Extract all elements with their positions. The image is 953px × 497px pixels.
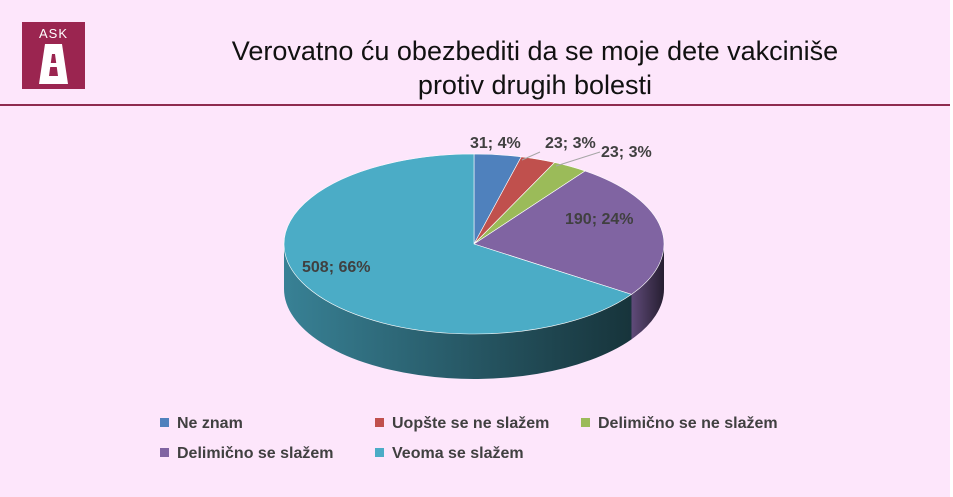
data-label-2: 23; 3% [545, 135, 596, 152]
legend-swatch [160, 448, 169, 457]
logo-a-glyph-icon [39, 44, 68, 84]
pie-side-4 [631, 244, 664, 340]
logo-text: ASK [38, 26, 68, 41]
leader-line-2 [521, 151, 541, 161]
pie-side-5 [284, 244, 632, 379]
legend-item-5: Veoma se slažem [375, 445, 524, 463]
leader-line-3 [555, 151, 601, 167]
legend-label: Ne znam [177, 415, 243, 432]
chart-title-line-2: protiv drugih bolesti [417, 70, 653, 100]
pie-slice-4 [473, 170, 665, 295]
legend-swatch [375, 418, 384, 427]
pie-slice-5 [283, 153, 633, 335]
legend-swatch [375, 448, 384, 457]
legend-label: Veoma se slažem [392, 445, 524, 462]
legend-label: Delimično se ne slažem [598, 415, 778, 432]
legend-item-4: Delimično se slažem [160, 445, 334, 463]
pie-slices [283, 153, 665, 335]
window-edge [950, 0, 953, 497]
legend-swatch [581, 418, 590, 427]
ask-logo: ASK [22, 22, 85, 89]
data-labels: 31; 4% 23; 3% 23; 3% 190; 24% 508; 66% [302, 135, 652, 276]
label-leader-lines [521, 151, 601, 167]
legend-label: Uopšte se ne slažem [392, 415, 550, 432]
data-label-3: 23; 3% [601, 144, 652, 161]
legend-label: Delimično se slažem [177, 445, 334, 462]
data-label-1: 31; 4% [470, 135, 521, 152]
data-label-5: 508; 66% [302, 259, 371, 276]
legend-item-1: Ne znam [160, 415, 243, 433]
legend-item-3: Delimično se ne slažem [581, 415, 778, 433]
data-label-4: 190; 24% [565, 211, 634, 228]
chart-title: Verovatno ću obezbediti da se moje dete … [185, 34, 885, 102]
chart-legend: Ne znam Uopšte se ne slažem Delimično se n… [160, 415, 860, 475]
legend-swatch [160, 418, 169, 427]
legend-item-2: Uopšte se ne slažem [375, 415, 549, 433]
chart-title-line-1: Verovatno ću obezbediti da se moje dete … [231, 36, 839, 66]
chart-header: ASK Verovatno ću obezbediti da se moje d… [0, 0, 953, 106]
